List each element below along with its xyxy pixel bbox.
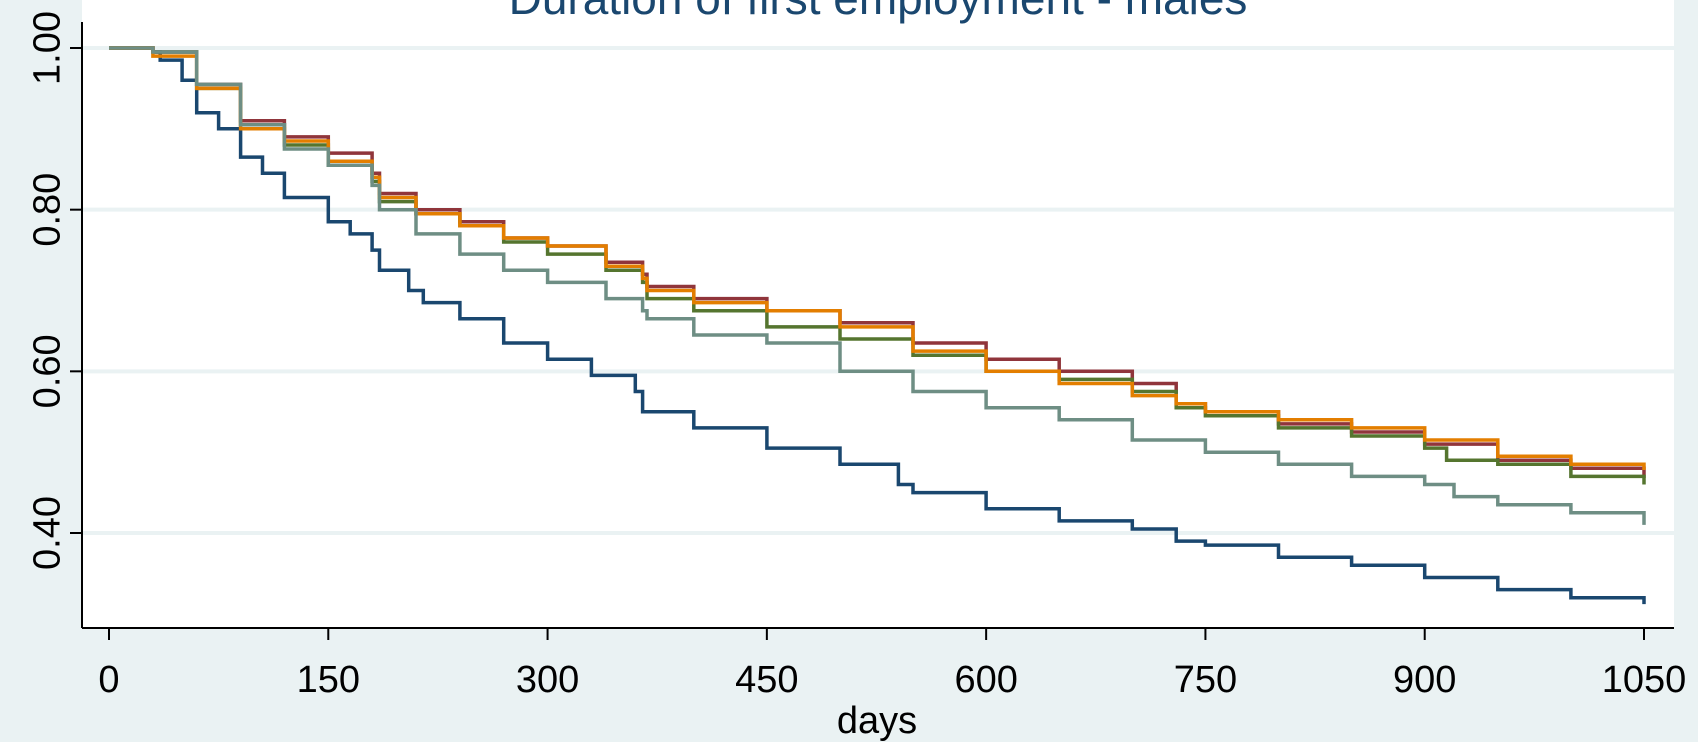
x-axis-title: days <box>837 700 917 742</box>
x-tick-label: 0 <box>98 659 119 701</box>
y-tick-label: 1.00 <box>26 11 68 85</box>
y-tick-label: 0.60 <box>26 334 68 408</box>
series-line-1 <box>109 46 1646 605</box>
gridlines <box>83 46 1674 535</box>
y-tick-label: 0.80 <box>26 173 68 247</box>
x-tick-label: 450 <box>735 659 798 701</box>
series-group <box>109 46 1646 605</box>
chart-title: Duration of first employment - males <box>509 0 1248 24</box>
x-tick-label: 900 <box>1393 659 1456 701</box>
y-tick-label: 0.40 <box>26 496 68 570</box>
x-tick-label: 750 <box>1174 659 1237 701</box>
y-axis-ticks: 0.40 0.60 0.80 1.00 <box>26 11 82 570</box>
x-tick-label: 150 <box>297 659 360 701</box>
x-axis-ticks: 0 150 300 450 600 750 900 1050 <box>98 628 1686 701</box>
x-tick-label: 1050 <box>1602 659 1687 701</box>
plot-area <box>82 0 1674 628</box>
series-line-5 <box>109 46 1646 525</box>
x-tick-label: 300 <box>516 659 579 701</box>
x-tick-label: 600 <box>954 659 1017 701</box>
